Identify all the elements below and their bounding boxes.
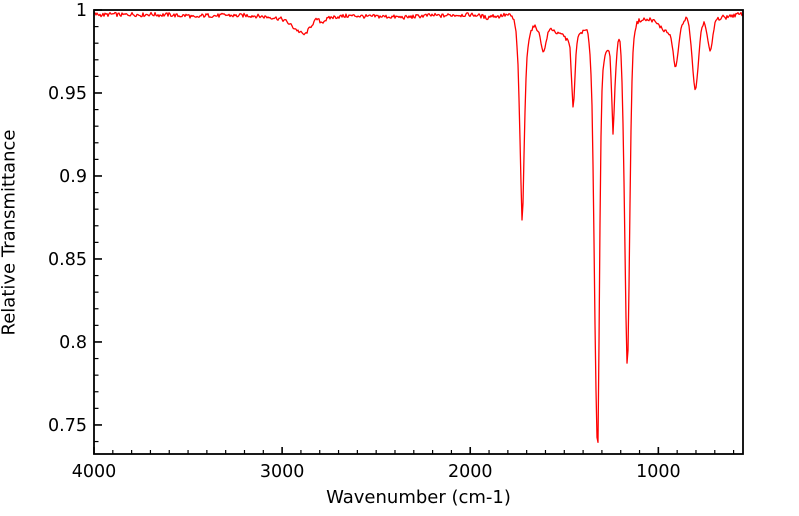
y-tick-label-0.85: 0.85: [48, 250, 87, 270]
plot-area: [94, 10, 743, 454]
y-tick-label-0.8: 0.8: [59, 333, 87, 353]
x-tick-label-4000: 4000: [72, 462, 117, 482]
y-tick-label-0.75: 0.75: [48, 416, 87, 436]
x-tick-label-2000: 2000: [448, 462, 493, 482]
x-tick-label-1000: 1000: [636, 462, 681, 482]
spectrum-line: [94, 11, 743, 444]
x-axis-title: Wavenumber (cm-1): [326, 487, 511, 508]
y-tick-label-0.9: 0.9: [59, 167, 87, 187]
x-tick-label-3000: 3000: [260, 462, 305, 482]
axis-tick-labels: 4000 3000 2000 1000 1 0.95 0.9 0.85 0.8 0.75: [48, 1, 681, 482]
y-axis-title: Relative Transmittance: [0, 129, 20, 336]
plot-border: [93, 9, 744, 455]
y-tick-label-1: 1: [76, 1, 87, 21]
y-tick-label-0.95: 0.95: [48, 84, 87, 104]
